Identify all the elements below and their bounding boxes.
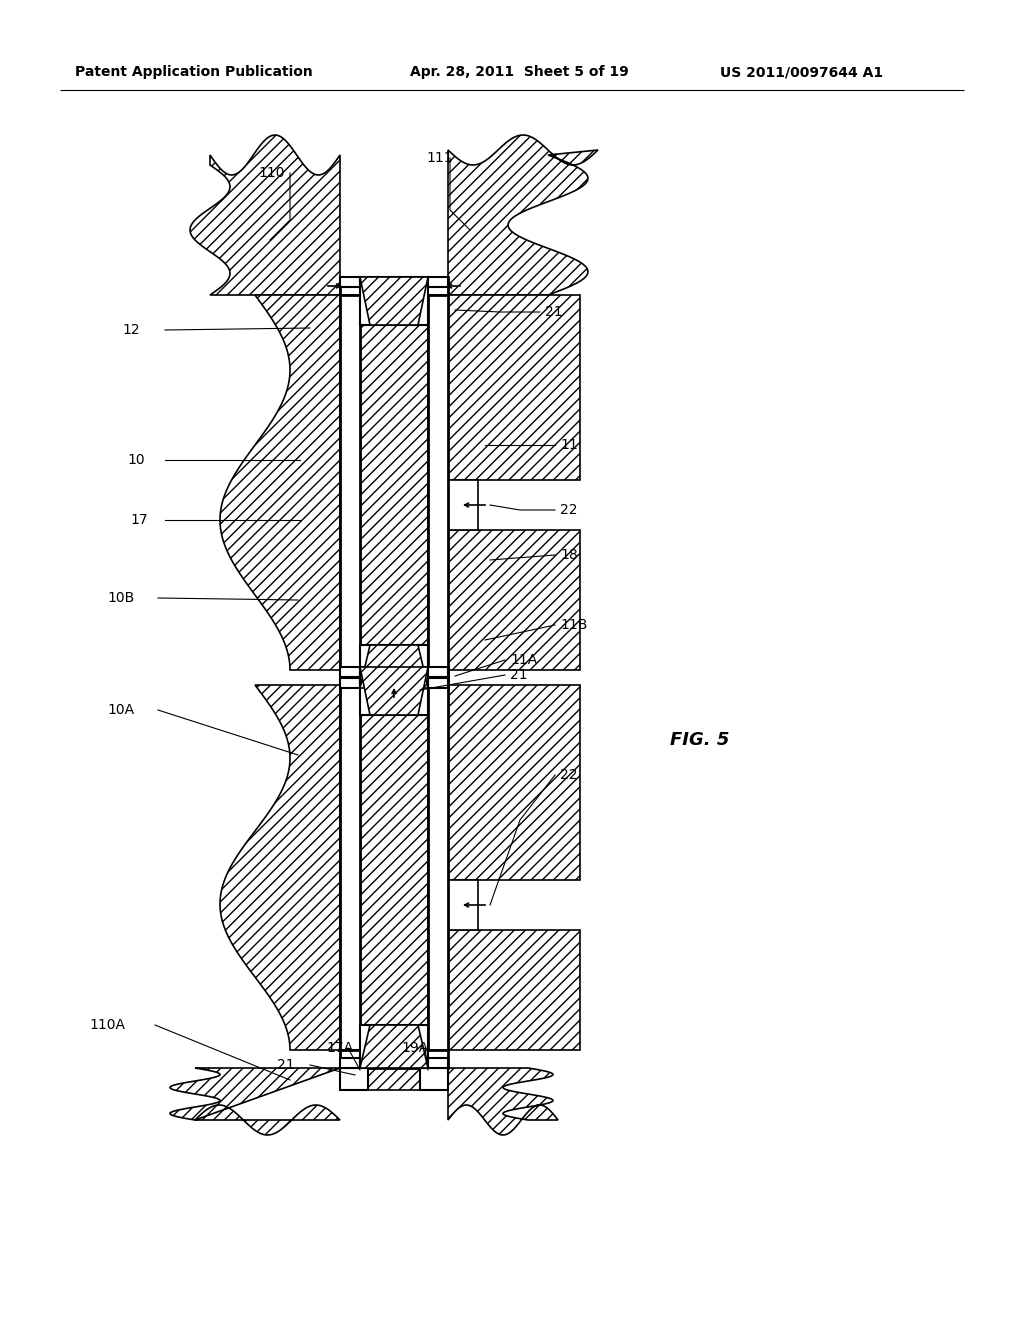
Text: 22: 22 (560, 768, 578, 781)
Bar (428, 678, 449, 688)
Bar (428, 667, 449, 677)
Bar (340, 671, 449, 688)
Bar (449, 685, 580, 880)
Bar (360, 1026, 428, 1068)
Bar (340, 277, 449, 294)
Bar (365, 1068, 423, 1090)
Bar (360, 325, 428, 665)
Text: Patent Application Publication: Patent Application Publication (75, 65, 312, 79)
Bar (428, 1059, 449, 1068)
Text: 10B: 10B (108, 591, 135, 605)
Text: 11B: 11B (560, 618, 588, 632)
Bar (340, 678, 360, 688)
Text: 110: 110 (259, 166, 286, 180)
Polygon shape (360, 277, 428, 325)
Bar (340, 277, 360, 286)
Bar (340, 1049, 449, 1068)
Polygon shape (360, 1026, 428, 1068)
Bar (360, 645, 428, 688)
Polygon shape (190, 135, 340, 294)
Text: 10A: 10A (108, 704, 135, 717)
Polygon shape (449, 1068, 558, 1135)
Bar (449, 531, 580, 671)
Bar (340, 667, 360, 677)
Text: 19A: 19A (401, 1041, 429, 1055)
Text: FIG. 5: FIG. 5 (670, 731, 729, 748)
Text: 111: 111 (427, 150, 454, 165)
Text: 17A: 17A (327, 1041, 353, 1055)
Bar (449, 880, 478, 931)
Bar (340, 294, 360, 671)
Text: 18: 18 (560, 548, 578, 562)
Bar (428, 685, 449, 1049)
Bar (340, 667, 449, 685)
Bar (449, 480, 478, 531)
Bar (428, 277, 449, 286)
Bar (449, 294, 580, 480)
Bar (420, 1068, 449, 1090)
Text: 21: 21 (545, 305, 562, 319)
Text: 11A: 11A (510, 653, 538, 667)
Text: 21: 21 (510, 668, 527, 682)
Polygon shape (220, 294, 340, 671)
Bar (360, 277, 428, 325)
Bar (340, 685, 360, 1049)
Text: Apr. 28, 2011  Sheet 5 of 19: Apr. 28, 2011 Sheet 5 of 19 (410, 65, 629, 79)
Bar (360, 667, 428, 715)
Bar (428, 294, 449, 671)
Polygon shape (170, 1068, 340, 1135)
Text: 12: 12 (123, 323, 140, 337)
Polygon shape (360, 645, 428, 688)
Bar (449, 931, 580, 1049)
Text: 10: 10 (127, 453, 145, 467)
Text: 17: 17 (130, 513, 148, 527)
Text: 21: 21 (278, 1059, 295, 1072)
Text: 22: 22 (560, 503, 578, 517)
Polygon shape (220, 685, 340, 1049)
Text: 11: 11 (560, 438, 578, 451)
Polygon shape (360, 667, 428, 715)
Text: 110A: 110A (89, 1018, 125, 1032)
Text: US 2011/0097644 A1: US 2011/0097644 A1 (720, 65, 883, 79)
Bar (340, 1059, 360, 1068)
Polygon shape (449, 135, 598, 294)
Bar (340, 1068, 368, 1090)
Bar (360, 715, 428, 1045)
